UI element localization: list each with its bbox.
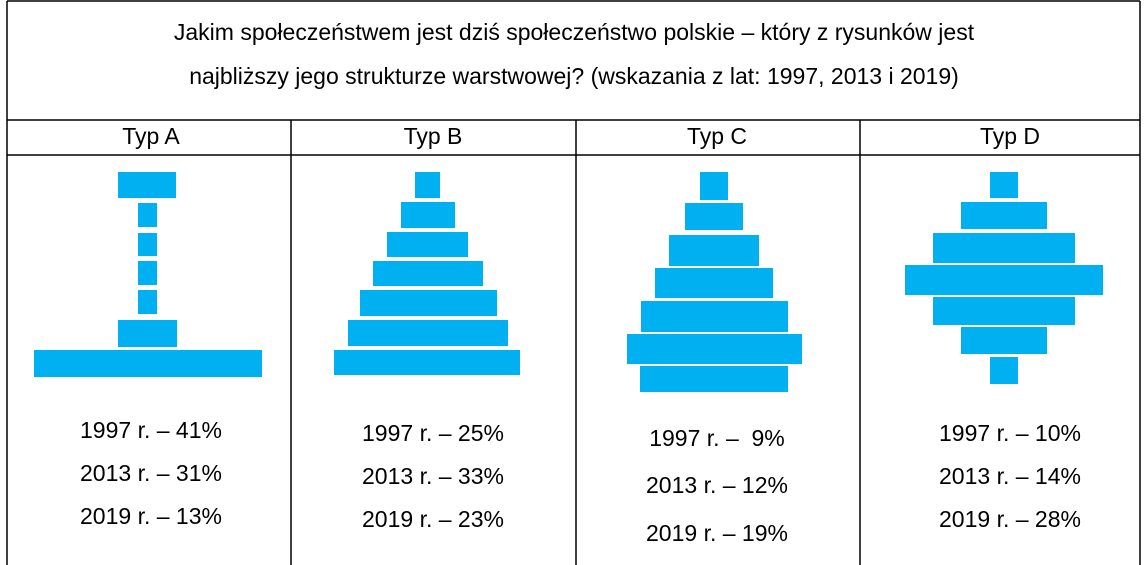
result-line: 2013 r. – 31% — [80, 460, 222, 486]
result-line: 2019 r. – 19% — [646, 520, 788, 546]
figure-typ-c — [627, 172, 802, 392]
result-line: 1997 r. – 9% — [649, 425, 785, 451]
result-line: 2013 r. – 33% — [362, 463, 504, 489]
result-line: 1997 r. – 25% — [362, 420, 504, 446]
column-header: Typ B — [404, 123, 463, 149]
result-line: 2019 r. – 28% — [939, 506, 1081, 532]
title-line: najbliższy jego strukturze warstwowej? (… — [189, 63, 959, 89]
result-line: 2013 r. – 14% — [939, 463, 1081, 489]
result-line: 2019 r. – 13% — [80, 503, 222, 529]
result-line: 2019 r. – 23% — [362, 506, 504, 532]
result-line: 1997 r. – 41% — [80, 417, 222, 443]
figure-typ-b — [334, 172, 520, 375]
column-header: Typ A — [122, 123, 180, 149]
table-borders — [6, 0, 1141, 565]
result-line: 2013 r. – 12% — [646, 472, 788, 498]
figure-typ-d — [905, 172, 1103, 384]
figure-typ-a — [34, 172, 262, 377]
title-line: Jakim społeczeństwem jest dziś społeczeń… — [174, 19, 975, 45]
column-header: Typ C — [687, 123, 747, 149]
column-header: Typ D — [980, 123, 1040, 149]
result-line: 1997 r. – 10% — [939, 420, 1081, 446]
